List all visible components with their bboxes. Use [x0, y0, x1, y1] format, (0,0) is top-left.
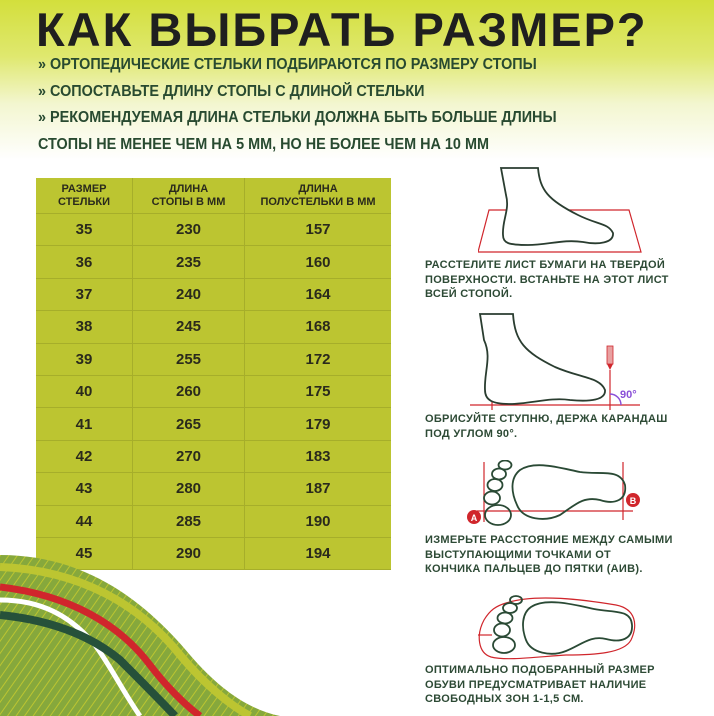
footprint-in-shoe-icon	[478, 595, 636, 660]
foot-tracing-pencil-icon: 90°	[470, 313, 640, 410]
cell-size: 41	[36, 407, 133, 441]
step-3-text: ИЗМЕРЬТЕ РАССТОЯНИЕ МЕЖДУ САМЫМИ ВЫСТУПА…	[425, 533, 695, 577]
text-line: ВСЕЙ СТОПОЙ.	[425, 288, 513, 300]
cell-foot-length: 245	[132, 310, 245, 344]
cell-size: 39	[36, 343, 133, 376]
table-row: 36 235 160	[36, 245, 391, 279]
cell-foot-length: 265	[132, 407, 245, 441]
text-line: ОПТИМАЛЬНО ПОДОБРАННЫЙ РАЗМЕР	[425, 664, 655, 676]
bullet-item: » СОПОСТАВЬТЕ ДЛИНУ СТОПЫ С ДЛИНОЙ СТЕЛЬ…	[38, 82, 425, 100]
bullet-item: » ОРТОПЕДИЧЕСКИЕ СТЕЛЬКИ ПОДБИРАЮТСЯ ПО …	[38, 56, 537, 73]
table-row: 42 270 183	[36, 440, 391, 474]
table-row: 35 230 157	[36, 213, 391, 247]
cell-insole-length: 172	[244, 343, 391, 376]
cell-insole-length: 183	[244, 440, 391, 474]
header-line: ПОЛУСТЕЛЬКИ В ММ	[260, 195, 376, 208]
footprint-measure-icon: A B	[467, 460, 640, 526]
cell-size: 42	[36, 440, 133, 474]
cell-insole-length: 179	[244, 407, 391, 441]
header-line: СТЕЛЬКИ	[58, 195, 110, 208]
decorative-insole-swirl	[0, 555, 280, 716]
text-line: ОБРИСУЙТЕ СТУПНЮ, ДЕРЖА КАРАНДАШ	[425, 413, 668, 425]
angle-label: 90°	[620, 389, 637, 401]
cell-foot-length: 255	[132, 343, 245, 376]
cell-size: 44	[36, 505, 133, 538]
text-line: РАССТЕЛИТЕ ЛИСТ БУМАГИ НА ТВЕРДОЙ	[425, 259, 666, 271]
table-row: 40 260 175	[36, 375, 391, 409]
table-row: 39 255 172	[36, 343, 391, 376]
cell-foot-length: 235	[132, 245, 245, 279]
header-line: ДЛИНА	[298, 182, 338, 195]
cell-foot-length: 230	[132, 213, 245, 247]
cell-size: 40	[36, 375, 133, 409]
table-row: 38 245 168	[36, 310, 391, 344]
text-line: ВЫСТУПАЮЩИМИ ТОЧКАМИ ОТ	[425, 548, 612, 561]
table-row: 44 285 190	[36, 505, 391, 538]
point-a-label: A	[471, 513, 478, 523]
table-row: 41 265 179	[36, 407, 391, 441]
table-row: 37 240 164	[36, 278, 391, 312]
cell-foot-length: 240	[132, 278, 245, 312]
cell-size: 43	[36, 472, 133, 506]
header-line: РАЗМЕР	[61, 182, 107, 195]
cell-foot-length: 260	[132, 375, 245, 409]
cell-foot-length: 270	[132, 440, 245, 474]
step-2-text: ОБРИСУЙТЕ СТУПНЮ, ДЕРЖА КАРАНДАШ ПОД УГЛ…	[425, 412, 695, 441]
header-line: СТОПЫ В ММ	[151, 195, 226, 208]
step-4-text: ОПТИМАЛЬНО ПОДОБРАННЫЙ РАЗМЕР ОБУВИ ПРЕД…	[425, 663, 695, 707]
bullet-item: СТОПЫ НЕ МЕНЕЕ ЧЕМ НА 5 ММ, НО НЕ БОЛЕЕ …	[38, 135, 489, 153]
header-insole-length: ДЛИНА ПОЛУСТЕЛЬКИ В ММ	[244, 178, 391, 214]
point-b-marker	[626, 493, 640, 507]
text-line: ОБУВИ ПРЕДУСМАТРИВАЕТ НАЛИЧИЕ	[425, 678, 647, 691]
cell-size: 38	[36, 310, 133, 344]
header-line: ДЛИНА	[168, 182, 209, 195]
cell-size: 36	[36, 245, 133, 279]
cell-foot-length: 285	[132, 505, 245, 538]
table-row: 43 280 187	[36, 472, 391, 506]
point-b-label: B	[630, 496, 637, 506]
text-line: ПОВЕРХНОСТИ. ВСТАНЬТЕ НА ЭТОТ ЛИСТ	[425, 273, 669, 286]
header-size: РАЗМЕР СТЕЛЬКИ	[36, 178, 133, 214]
cell-insole-length: 175	[244, 375, 391, 409]
cell-foot-length: 280	[132, 472, 245, 506]
header-foot-length: ДЛИНА СТОПЫ В ММ	[132, 178, 245, 214]
cell-foot-length: 290	[132, 537, 245, 571]
step-1-text: РАССТЕЛИТЕ ЛИСТ БУМАГИ НА ТВЕРДОЙ ПОВЕРХ…	[425, 258, 695, 302]
cell-insole-length: 187	[244, 472, 391, 506]
cell-size: 37	[36, 278, 133, 312]
cell-insole-length: 157	[244, 213, 391, 247]
table-header-row: РАЗМЕР СТЕЛЬКИ ДЛИНА СТОПЫ В ММ ДЛИНА ПОЛУС…	[36, 178, 391, 214]
foot-on-paper-icon	[478, 167, 642, 253]
cell-insole-length: 168	[244, 310, 391, 344]
text-line: ИЗМЕРЬТЕ РАССТОЯНИЕ МЕЖДУ САМЫМИ	[425, 534, 673, 546]
page-title: КАК ВЫБРАТЬ РАЗМЕР?	[36, 3, 648, 56]
text-line: СВОБОДНЫХ ЗОН 1-1,5 СМ.	[425, 693, 584, 705]
header-gradient	[0, 0, 714, 160]
cell-size: 35	[36, 213, 133, 247]
point-a-marker	[467, 510, 481, 524]
bullet-item: » РЕКОМЕНДУЕМАЯ ДЛИНА СТЕЛЬКИ ДОЛЖНА БЫТ…	[38, 109, 557, 126]
cell-insole-length: 160	[244, 245, 391, 279]
text-line: ПОД УГЛОМ 90°.	[425, 427, 518, 440]
text-line: КОНЧИКА ПАЛЬЦЕВ ДО ПЯТКИ (АИВ).	[425, 563, 643, 575]
cell-insole-length: 190	[244, 505, 391, 538]
bullet-list: » ОРТОПЕДИЧЕСКИЕ СТЕЛЬКИ ПОДБИРАЮТСЯ ПО …	[38, 52, 698, 158]
cell-insole-length: 164	[244, 278, 391, 312]
cell-insole-length: 194	[244, 537, 391, 571]
size-table: РАЗМЕР СТЕЛЬКИ ДЛИНА СТОПЫ В ММ ДЛИНА ПОЛУС…	[36, 178, 391, 571]
